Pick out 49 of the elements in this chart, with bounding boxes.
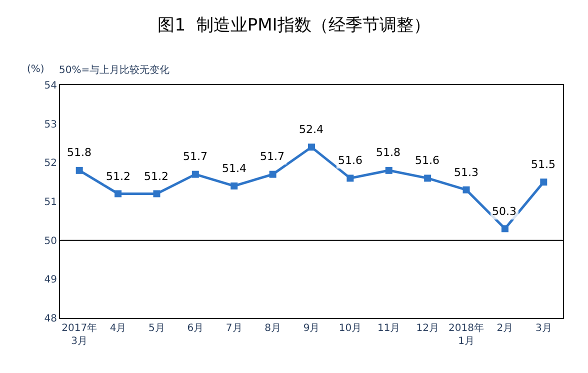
y-tick-label: 50 (44, 236, 57, 247)
x-tick-label: 10月 (338, 323, 362, 334)
point (540, 178, 548, 186)
data-label: 51.5 (531, 158, 556, 171)
point (192, 170, 199, 178)
data-label: 51.2 (144, 170, 168, 183)
data-label: 51.2 (106, 170, 130, 183)
x-tick-label: 2017年 3月 (62, 322, 98, 347)
x-tick-label: 5月 (148, 323, 165, 334)
y-tick-label: 51 (44, 197, 57, 208)
point (114, 190, 122, 198)
point (501, 225, 508, 232)
x-tick-label: 11月 (378, 323, 400, 334)
text: 50%=与上月比较无变化 (59, 64, 170, 76)
data-label: 51.6 (338, 154, 362, 167)
data-label: 50.3 (492, 205, 516, 218)
point (230, 182, 238, 190)
y-tick-label: 54 (44, 80, 57, 92)
data-label: 51.7 (260, 150, 284, 163)
data-label: 51.4 (222, 162, 246, 175)
chart-title: 图1 制造业PMI指数（经季节调整） (158, 16, 430, 36)
data-label: 51.3 (454, 166, 478, 179)
data-label: 51.8 (67, 146, 92, 159)
x-tick-label: 7月 (226, 323, 242, 334)
y-tick-label: 49 (44, 274, 57, 286)
point (308, 144, 315, 151)
data-label: 51.7 (183, 150, 208, 163)
point (385, 166, 392, 174)
point (462, 186, 470, 194)
x-tick-label: 3月 (535, 323, 552, 334)
point (269, 170, 276, 178)
point (76, 166, 83, 174)
data-label: 51.6 (415, 154, 440, 167)
y-tick-label: 52 (44, 158, 57, 170)
x-tick-label: 2月 (496, 323, 514, 334)
x-tick-label: 4月 (110, 323, 126, 334)
point (424, 174, 432, 182)
x-tick-label: 8月 (264, 323, 281, 334)
point (346, 174, 354, 182)
point (153, 190, 160, 198)
data-label: 52.4 (299, 123, 324, 136)
x-tick-label: 6月 (187, 323, 204, 334)
x-tick-label: 2018年 1月 (448, 322, 484, 347)
x-tick-label: 12月 (416, 323, 439, 334)
data-label: 51.8 (376, 146, 400, 159)
y-axis-title: (%) (27, 64, 44, 75)
y-tick-label: 48 (44, 314, 57, 324)
x-tick-label: 9月 (303, 323, 320, 334)
y-tick-label: 53 (44, 119, 57, 130)
